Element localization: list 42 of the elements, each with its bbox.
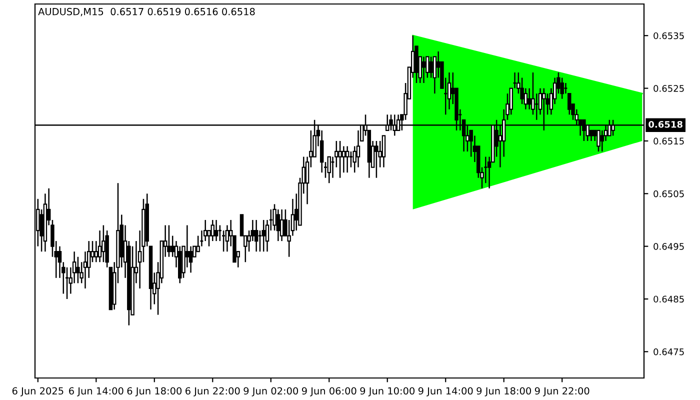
- candlestick: [280, 208, 284, 242]
- candlestick: [527, 88, 532, 110]
- x-tick-label: 6 Jun 22:00: [186, 387, 240, 396]
- candlestick: [167, 224, 171, 258]
- candlestick: [338, 140, 342, 178]
- candlestick: [170, 235, 174, 258]
- candlestick: [258, 230, 262, 252]
- candlestick: [327, 156, 331, 184]
- candlestick: [214, 219, 218, 242]
- y-tick-label: 0.6495: [654, 243, 684, 250]
- y-tick-label: 0.6475: [654, 348, 684, 356]
- candlestick: [348, 150, 354, 168]
- x-tick-label: 9 Jun 22:00: [534, 387, 590, 396]
- y-tick-label: 0.6505: [654, 190, 684, 198]
- candlestick: [83, 250, 88, 290]
- ref-line-label: 0.6518: [648, 120, 682, 128]
- x-tick-label: 9 Jun 02:00: [244, 387, 298, 396]
- y-tick-label: 0.6535: [654, 32, 684, 40]
- candlestick: [342, 146, 346, 174]
- x-tick-label: 9 Jun 14:00: [418, 387, 473, 396]
- x-tick-label: 9 Jun 10:00: [360, 387, 415, 396]
- candlestick: [210, 219, 215, 242]
- candlestick: [345, 146, 350, 174]
- x-tick-label: 6 Jun 14:00: [69, 387, 124, 396]
- candlestick: [254, 219, 258, 252]
- y-tick-label: 0.6525: [654, 85, 684, 92]
- x-tick-label: 9 Jun 06:00: [302, 387, 356, 396]
- candlestick: [374, 140, 378, 178]
- candlestick: [94, 240, 98, 263]
- x-tick-label: 6 Jun 2025: [12, 387, 64, 396]
- candlestick: [382, 135, 386, 168]
- candlestick: [102, 224, 106, 263]
- candlestick: [422, 56, 426, 84]
- chart-title: AUDUSD,M15 0.6517 0.6519 0.6516 0.6518: [38, 8, 255, 16]
- y-tick-label: 0.6515: [654, 138, 684, 145]
- candlestick: [262, 219, 266, 252]
- candlestick: [429, 56, 433, 78]
- x-tick-label: 9 Jun 18:00: [476, 387, 531, 396]
- candlestick: [596, 130, 600, 152]
- x-tick-label: 6 Jun 18:00: [127, 387, 182, 396]
- candlestick: [76, 256, 80, 284]
- y-tick-label: 0.6485: [654, 296, 684, 303]
